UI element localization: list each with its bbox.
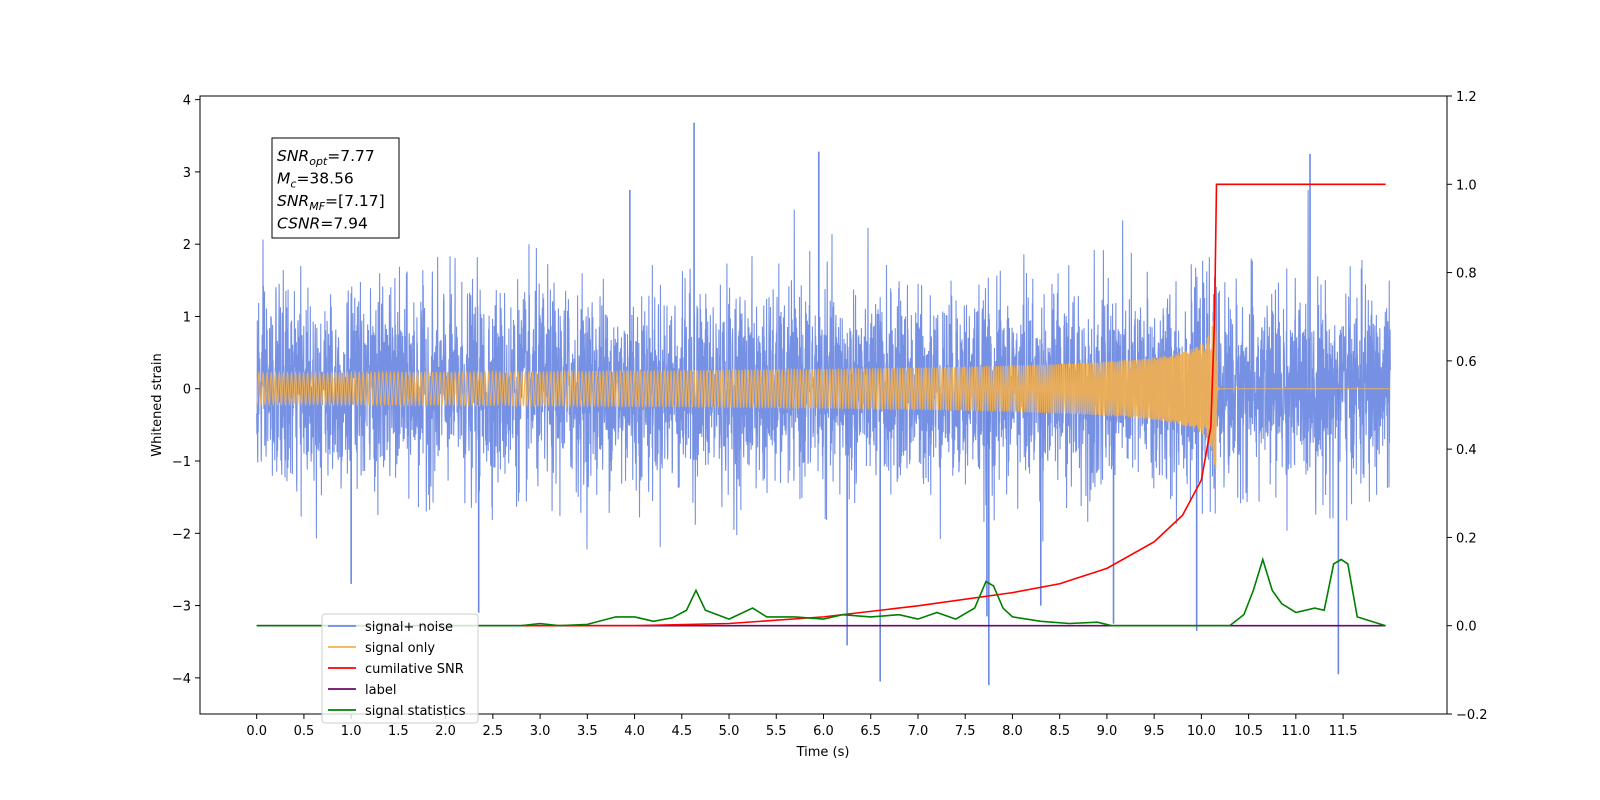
y-tick-label: 2 (183, 238, 191, 253)
legend-entry: signal statistics (365, 704, 466, 719)
x-tick-label: 5.5 (766, 724, 787, 739)
y2-tick-label: 0.0 (1456, 620, 1477, 635)
x-tick-label: 6.0 (813, 724, 834, 739)
y-tick-label: 3 (183, 166, 191, 181)
series-signal-statistics-line (256, 556, 1386, 627)
x-tick-label: 1.5 (388, 724, 409, 739)
annotation-line: SNRopt=7.77 (277, 147, 375, 168)
legend-frame (321, 613, 479, 724)
legend-entry: signal+ noise (365, 620, 453, 635)
x-tick-label: 8.5 (1049, 724, 1070, 739)
x-tick-label: 5.0 (719, 724, 740, 739)
x-tick-label: 4.5 (671, 724, 692, 739)
x-tick-label: 3.0 (530, 724, 551, 739)
y-tick-label: −4 (172, 672, 191, 687)
y2-tick-label: 1.0 (1456, 178, 1477, 193)
y-tick-label: −1 (172, 455, 191, 470)
annotation-frame (271, 137, 400, 239)
y2-tick-label: −0.2 (1456, 708, 1488, 723)
y-tick-label: 0 (183, 383, 191, 398)
annotation-line: CSNR=7.94 (277, 215, 368, 233)
x-tick-label: 4.0 (624, 724, 645, 739)
y-axis-right: 1.2 1.0 0.8 0.6 0.4 0.2 0.0 −0.2 (1447, 90, 1488, 723)
y-tick-label: 1 (183, 310, 191, 325)
legend-entry: signal only (365, 641, 435, 656)
y2-tick-label: 0.2 (1456, 531, 1477, 546)
x-tick-label: 10.0 (1187, 724, 1216, 739)
x-tick-label: 10.5 (1234, 724, 1263, 739)
x-tick-label: 1.0 (341, 724, 362, 739)
y-tick-label: −2 (172, 527, 191, 542)
x-tick-label: 2.5 (483, 724, 504, 739)
series-cumulative-snr-line (521, 183, 1386, 627)
series-layer (256, 122, 1391, 686)
y-axis-label: Whitened strain (150, 353, 165, 456)
x-tick-label: 2.0 (435, 724, 456, 739)
y-tick-label: 4 (183, 94, 191, 109)
x-tick-label: 9.0 (1097, 724, 1118, 739)
series-signal-only-line (256, 276, 1391, 470)
x-tick-label: 11.5 (1329, 724, 1358, 739)
x-tick-label: 9.5 (1144, 724, 1165, 739)
y2-tick-label: 1.2 (1456, 90, 1477, 105)
y2-tick-label: 0.8 (1456, 267, 1477, 282)
x-axis-label: Time (s) (796, 745, 850, 760)
x-tick-label: 6.5 (860, 724, 881, 739)
y2-tick-label: 0.4 (1456, 443, 1477, 458)
annotation-line: SNRMF=[7.17] (277, 192, 385, 213)
x-tick-label: 0.5 (294, 724, 315, 739)
x-tick-label: 7.5 (955, 724, 976, 739)
y2-tick-label: 0.6 (1456, 355, 1477, 370)
x-tick-label: 3.5 (577, 724, 598, 739)
legend-entry: cumilative SNR (365, 662, 464, 677)
legend-entry: label (365, 683, 396, 698)
annotation-line: Mc=38.56 (277, 170, 354, 191)
y-tick-label: −3 (172, 600, 191, 615)
x-tick-label: 8.0 (1002, 724, 1023, 739)
legend: signal+ noise signal only cumilative SNR la… (321, 613, 479, 724)
x-tick-label: 7.0 (908, 724, 929, 739)
x-tick-label: 0.0 (246, 724, 267, 739)
x-tick-label: 11.0 (1281, 724, 1310, 739)
y-axis-left: 4 3 2 1 0 −1 −2 −3 −4 (172, 94, 200, 687)
x-axis: 0.0 0.5 1.0 1.5 2.0 2.5 3.0 3.5 4.0 4.5 5.0 5.5 6.0 6… (246, 714, 1358, 739)
